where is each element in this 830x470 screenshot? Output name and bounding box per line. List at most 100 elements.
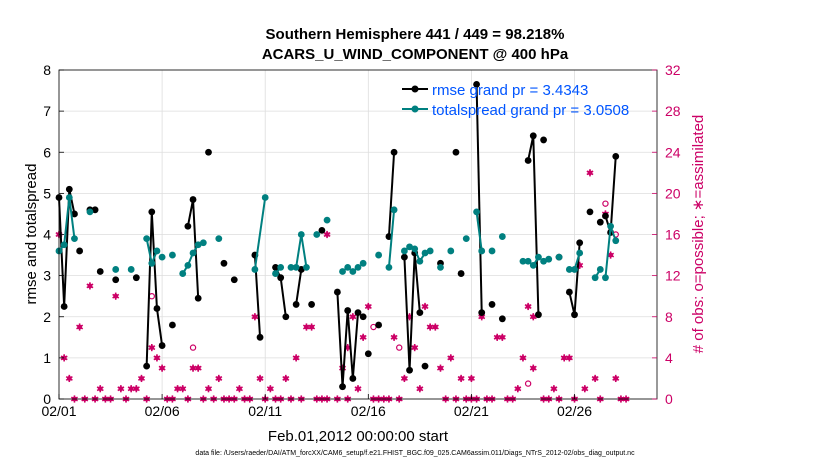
- legend-rmse-marker: [411, 85, 419, 93]
- obs-assimilated-marker: [251, 313, 259, 321]
- rmse-point: [230, 276, 238, 284]
- obs-assimilated-marker: [390, 333, 398, 341]
- y-left-tick-label: 3: [43, 268, 51, 284]
- obs-assimilated-marker: [204, 385, 213, 393]
- y-right-tick-label: 16: [665, 227, 681, 243]
- rmse-point: [194, 294, 202, 302]
- spread-point: [473, 208, 480, 216]
- spread-line: [387, 209, 396, 268]
- rmse-point: [535, 311, 542, 319]
- obs-assimilated-marker: [565, 354, 573, 362]
- obs-assimilated-marker: [514, 385, 522, 393]
- spread-point: [112, 266, 120, 273]
- rmse-point: [112, 276, 120, 284]
- x-tick-label: 02/21: [454, 403, 489, 419]
- y-left-tick-label: 0: [43, 391, 51, 407]
- spread-point: [251, 266, 259, 273]
- spread-point: [359, 259, 367, 267]
- obs-assimilated-marker: [153, 354, 161, 362]
- chart-title-line1: Southern Hemisphere 441 / 449 = 98.218%: [265, 26, 565, 43]
- rmse-point: [256, 333, 264, 341]
- y-left-tick-label: 1: [43, 350, 51, 366]
- spread-point: [303, 264, 310, 271]
- obs-assimilated-marker: [581, 385, 589, 393]
- spread-point: [375, 251, 383, 259]
- spread-point: [194, 241, 202, 249]
- rmse-point: [184, 222, 192, 230]
- spread-line: [475, 211, 483, 252]
- spread-point: [447, 247, 455, 255]
- rmse-point: [282, 313, 290, 321]
- y-left-tick-label: 2: [43, 309, 51, 325]
- rmse-point: [292, 301, 300, 308]
- y-axis-right-label: # of obs: o=possible; ∗=assimilated: [690, 115, 707, 354]
- rmse-line: [145, 210, 164, 367]
- obs-possible-marker: [602, 200, 609, 207]
- rmse-point: [344, 307, 352, 314]
- spread-point: [189, 249, 197, 257]
- obs-assimilated-marker: [467, 374, 475, 383]
- spread-point: [127, 266, 135, 273]
- spread-point: [339, 268, 346, 275]
- y-left-tick-label: 6: [43, 144, 51, 160]
- obs-possible-marker: [396, 344, 403, 351]
- rmse-point: [339, 383, 346, 391]
- y-right-tick-label: 20: [665, 185, 681, 201]
- legend-rmse-label: rmse grand pr = 3.4343: [432, 82, 588, 99]
- spread-point: [529, 261, 537, 269]
- obs-assimilated-marker: [529, 313, 537, 321]
- x-tick-label: 02/16: [351, 403, 386, 419]
- obs-assimilated-marker: [292, 354, 300, 362]
- obs-assimilated-marker: [179, 385, 187, 393]
- rmse-point: [375, 321, 383, 329]
- spread-point: [602, 274, 609, 282]
- obs-assimilated-marker: [189, 364, 197, 372]
- spread-point: [385, 264, 393, 271]
- obs-assimilated-marker: [354, 385, 362, 393]
- spread-point: [462, 235, 470, 243]
- obs-assimilated-marker: [416, 385, 424, 393]
- legend-spread-label: totalspread grand pr = 3.0508: [432, 102, 629, 119]
- rmse-point: [364, 350, 372, 358]
- obs-assimilated-marker: [194, 364, 202, 372]
- rmse-point: [406, 366, 413, 374]
- x-tick-label: 02/11: [248, 403, 282, 419]
- rmse-point: [524, 157, 532, 164]
- rmse-point: [602, 212, 609, 220]
- rmse-point: [272, 264, 279, 271]
- spread-point: [169, 251, 176, 259]
- rmse-point: [565, 288, 573, 296]
- obs-assimilated-marker: [235, 385, 243, 393]
- obs-assimilated-marker: [359, 333, 367, 341]
- obs-assimilated-marker: [117, 385, 125, 393]
- y-right-tick-label: 28: [665, 103, 681, 119]
- obs-assimilated-marker: [127, 385, 135, 393]
- rmse-point: [308, 301, 316, 308]
- obs-assimilated-marker: [529, 364, 537, 372]
- obs-assimilated-marker: [364, 302, 372, 311]
- obs-assimilated-marker: [60, 354, 68, 362]
- obs-assimilated-marker: [431, 323, 439, 331]
- obs-assimilated-marker: [349, 313, 357, 321]
- spread-point: [488, 247, 496, 255]
- axes-layer: 02/01 02/06 02/11 02/16 02/21 02/260123456780…: [41, 62, 680, 419]
- rmse-point: [354, 309, 362, 317]
- y-left-tick-label: 7: [43, 103, 51, 119]
- spread-point: [421, 249, 429, 257]
- rmse-point: [478, 309, 486, 317]
- x-tick-label: 02/01: [41, 403, 76, 419]
- rmse-point: [473, 80, 480, 88]
- x-axis-label: Feb.01,2012 00:00:00 start: [268, 428, 449, 445]
- obs-assimilated-marker: [76, 323, 84, 331]
- spread-point: [519, 257, 527, 265]
- spread-point: [400, 247, 408, 255]
- rmse-point: [452, 148, 460, 156]
- obs-assimilated-marker: [524, 302, 532, 311]
- rmse-point: [571, 311, 578, 319]
- spread-point: [565, 266, 573, 273]
- obs-assimilated-marker: [86, 282, 94, 290]
- rmse-point: [359, 313, 367, 321]
- obs-assimilated-marker: [137, 374, 146, 383]
- obs-assimilated-marker: [421, 302, 429, 311]
- rmse-point: [158, 342, 166, 349]
